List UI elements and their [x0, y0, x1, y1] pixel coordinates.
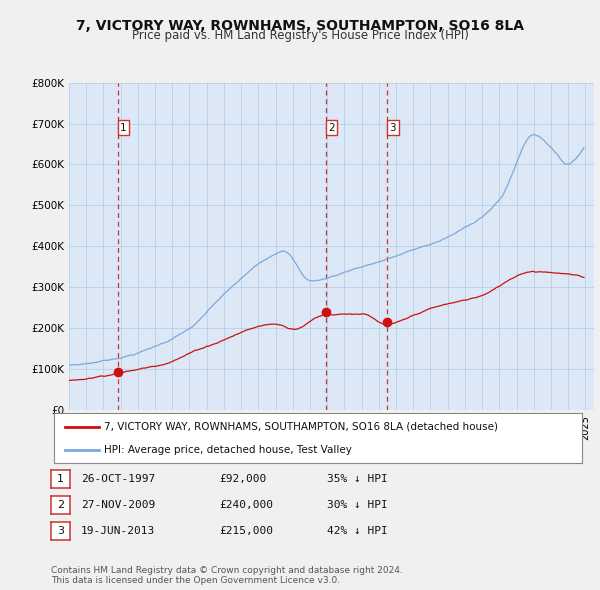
Text: 42% ↓ HPI: 42% ↓ HPI	[327, 526, 388, 536]
Text: 3: 3	[389, 123, 396, 133]
Text: £240,000: £240,000	[219, 500, 273, 510]
Text: Price paid vs. HM Land Registry's House Price Index (HPI): Price paid vs. HM Land Registry's House …	[131, 30, 469, 42]
Text: HPI: Average price, detached house, Test Valley: HPI: Average price, detached house, Test…	[104, 445, 352, 455]
Text: 27-NOV-2009: 27-NOV-2009	[81, 500, 155, 510]
Text: 19-JUN-2013: 19-JUN-2013	[81, 526, 155, 536]
Text: 35% ↓ HPI: 35% ↓ HPI	[327, 474, 388, 484]
Text: £215,000: £215,000	[219, 526, 273, 536]
Text: 7, VICTORY WAY, ROWNHAMS, SOUTHAMPTON, SO16 8LA (detached house): 7, VICTORY WAY, ROWNHAMS, SOUTHAMPTON, S…	[104, 421, 498, 431]
Text: 26-OCT-1997: 26-OCT-1997	[81, 474, 155, 484]
Text: 1: 1	[120, 123, 127, 133]
Text: Contains HM Land Registry data © Crown copyright and database right 2024.
This d: Contains HM Land Registry data © Crown c…	[51, 566, 403, 585]
Text: 2: 2	[328, 123, 335, 133]
Text: 3: 3	[57, 526, 64, 536]
Text: 2: 2	[57, 500, 64, 510]
Text: 7, VICTORY WAY, ROWNHAMS, SOUTHAMPTON, SO16 8LA: 7, VICTORY WAY, ROWNHAMS, SOUTHAMPTON, S…	[76, 19, 524, 33]
Text: 30% ↓ HPI: 30% ↓ HPI	[327, 500, 388, 510]
Text: 1: 1	[57, 474, 64, 484]
Text: £92,000: £92,000	[219, 474, 266, 484]
